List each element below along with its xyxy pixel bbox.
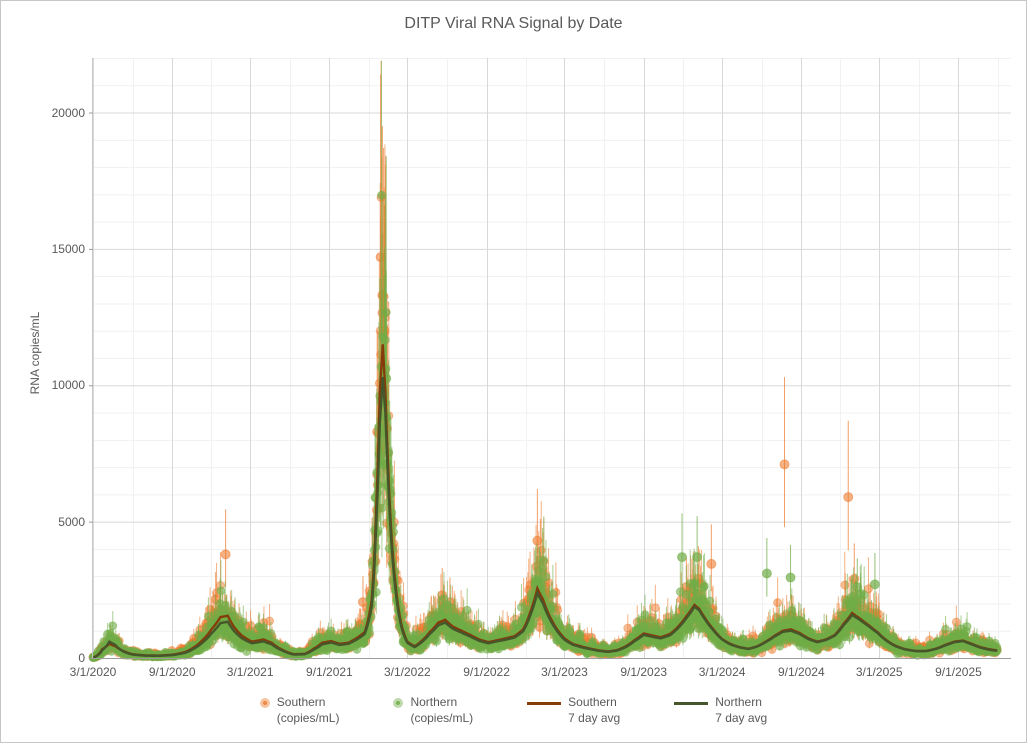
legend-label: Northern 7 day avg	[715, 695, 768, 725]
x-tick-label: 3/1/2023	[541, 665, 588, 679]
legend-item-southern_avg: Southern 7 day avg	[527, 695, 620, 726]
legend-item-southern_points: Southern (copies/mL)	[259, 695, 340, 726]
line-marker-icon	[527, 702, 562, 705]
scatter-marker-icon	[259, 698, 270, 708]
x-tick-label: 3/1/2022	[383, 665, 431, 679]
legend-label: Southern 7 day avg	[568, 695, 621, 725]
x-tick-label: 9/1/2022	[463, 665, 510, 679]
legend-item-northern_points: Northern (copies/mL)	[393, 695, 473, 726]
scatter-marker-icon	[393, 698, 404, 708]
y-tick-label: 0	[78, 651, 85, 665]
line-marker-icon	[674, 702, 709, 705]
y-tick-label: 15000	[51, 241, 85, 256]
y-tick-label: 5000	[58, 514, 85, 529]
x-tick-label: 3/1/2025	[855, 665, 903, 679]
legend-label: Southern (copies/mL)	[276, 695, 340, 725]
x-tick-label: 9/1/2023	[620, 665, 668, 679]
legend-item-northern_avg: Northern 7 day avg	[674, 695, 767, 726]
x-tick-label: 9/1/2024	[777, 665, 825, 679]
y-axis-title: RNA copies/mL	[28, 311, 42, 395]
x-tick-label: 3/1/2021	[226, 665, 274, 679]
y-tick-label: 20000	[51, 105, 85, 120]
x-tick-label: 3/1/2020	[69, 665, 117, 679]
x-tick-label: 9/1/2025	[935, 665, 982, 679]
y-tick-label: 10000	[51, 378, 85, 393]
x-tick-label: 9/1/2021	[306, 665, 353, 679]
x-tick-label: 9/1/2020	[148, 665, 196, 679]
x-tick-label: 3/1/2024	[698, 665, 746, 679]
chart-legend: Southern (copies/mL) Northern (copies/mL) So…	[1, 695, 1026, 726]
legend-label: Northern (copies/mL)	[410, 695, 474, 725]
